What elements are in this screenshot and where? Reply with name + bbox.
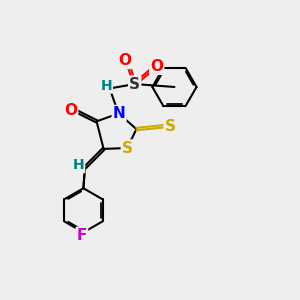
Text: S: S — [122, 140, 133, 155]
Text: H: H — [73, 158, 84, 172]
Text: S: S — [165, 118, 176, 134]
Text: F: F — [77, 228, 87, 243]
Text: N: N — [113, 106, 125, 121]
Text: O: O — [150, 59, 163, 74]
Text: H: H — [100, 79, 112, 92]
Text: O: O — [118, 53, 131, 68]
Text: O: O — [64, 103, 77, 118]
Text: S: S — [129, 76, 140, 92]
